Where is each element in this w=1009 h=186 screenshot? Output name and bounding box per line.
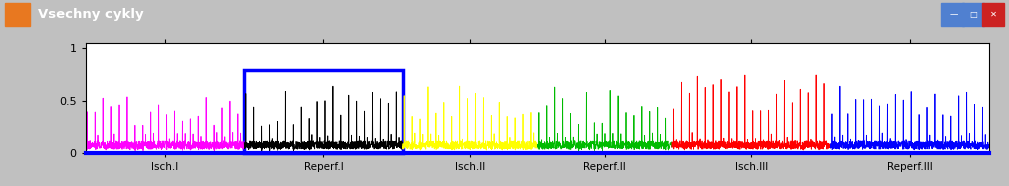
Bar xyxy=(5,3,30,26)
Text: —: — xyxy=(949,10,958,19)
Text: Vsechny cykly: Vsechny cykly xyxy=(38,8,144,21)
Bar xyxy=(982,3,1004,26)
Text: ✕: ✕ xyxy=(991,10,997,19)
Bar xyxy=(962,3,984,26)
Bar xyxy=(941,3,964,26)
Text: □: □ xyxy=(970,10,978,19)
Bar xyxy=(244,70,403,153)
